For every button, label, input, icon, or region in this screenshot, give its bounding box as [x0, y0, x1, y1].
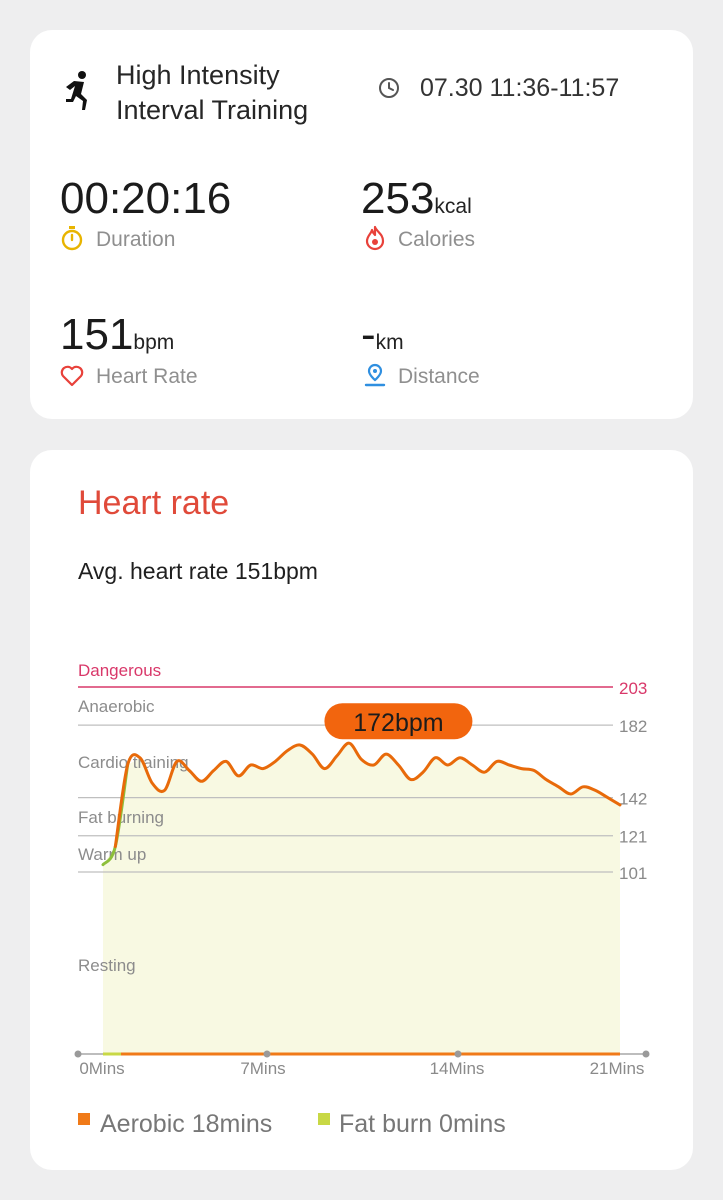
running-person-icon — [66, 71, 87, 110]
legend-aerobic-label: Aerobic 18mins — [100, 1110, 273, 1138]
clock-icon — [379, 78, 399, 98]
bpm-tick-203: 203 — [619, 679, 647, 698]
heart-rate-unit: bpm — [133, 331, 175, 354]
legend-fat-burn-label: Fat burn 0mins — [339, 1110, 506, 1138]
stopwatch-icon — [61, 226, 83, 251]
peak-label: 172bpm — [353, 709, 443, 737]
zone-label-0: Dangerous — [78, 661, 161, 680]
x-tick-dot-1 — [263, 1050, 271, 1058]
heart-rate-line — [113, 741, 622, 849]
x-tick-label-0: 0Mins — [79, 1059, 124, 1078]
bpm-tick-101: 101 — [619, 864, 647, 883]
workout-summary-card: High Intensity Interval Training 07.30 1… — [30, 30, 693, 419]
x-tick-dot-0 — [74, 1050, 82, 1058]
bpm-tick-182: 182 — [619, 717, 647, 736]
zone-label-1: Anaerobic — [78, 697, 155, 716]
zone-label-5: Resting — [78, 956, 136, 975]
bpm-tick-121: 121 — [619, 828, 647, 847]
heart-icon — [60, 365, 84, 387]
x-tick-label-3: 21Mins — [590, 1059, 645, 1078]
heart-rate-card: Heart rate Avg. heart rate 151bpm 203 182… — [30, 450, 693, 1170]
distance-value: - — [361, 310, 376, 359]
heart-rate-label: Heart Rate — [96, 365, 198, 388]
distance-metric: -km — [361, 311, 404, 359]
peak-bubble — [324, 703, 473, 740]
x-tick-dot-3 — [642, 1050, 650, 1058]
heart-rate-chart: 203 182 142 121 101 Dangerous Anaerobic Cardio … — [74, 661, 650, 1078]
workout-title: High Intensity Interval Training — [116, 58, 308, 128]
workout-title-line1: High Intensity — [116, 60, 280, 90]
flame-icon — [365, 225, 385, 251]
workout-time-range: 07.30 11:36-11:57 — [420, 74, 620, 102]
distance-label: Distance — [398, 365, 480, 388]
duration-value: 00:20:16 — [60, 174, 232, 223]
bpm-tick-142: 142 — [619, 790, 647, 809]
workout-title-line2: Interval Training — [116, 95, 309, 125]
calories-label: Calories — [398, 228, 476, 251]
heart-rate-metric: 151bpm — [60, 311, 174, 359]
x-tick-label-1: 7Mins — [240, 1059, 285, 1078]
legend-aerobic-swatch — [78, 1113, 90, 1125]
x-tick-dot-2 — [454, 1050, 462, 1058]
x-tick-label-2: 14Mins — [430, 1059, 485, 1078]
calories-unit: kcal — [434, 195, 472, 218]
heart-rate-title: Heart rate — [78, 484, 230, 522]
duration-label: Duration — [96, 228, 176, 251]
distance-unit: km — [375, 331, 404, 354]
heart-rate-area — [103, 743, 620, 1054]
calories-value: 253 — [361, 174, 435, 223]
calories-metric: 253kcal — [361, 175, 472, 223]
legend-fat-burn-swatch — [318, 1113, 330, 1125]
average-heart-rate: Avg. heart rate 151bpm — [78, 558, 318, 584]
location-pin-icon — [364, 363, 386, 387]
heart-rate-value: 151 — [60, 310, 134, 359]
zone-label-2: Cardio training — [78, 753, 189, 772]
